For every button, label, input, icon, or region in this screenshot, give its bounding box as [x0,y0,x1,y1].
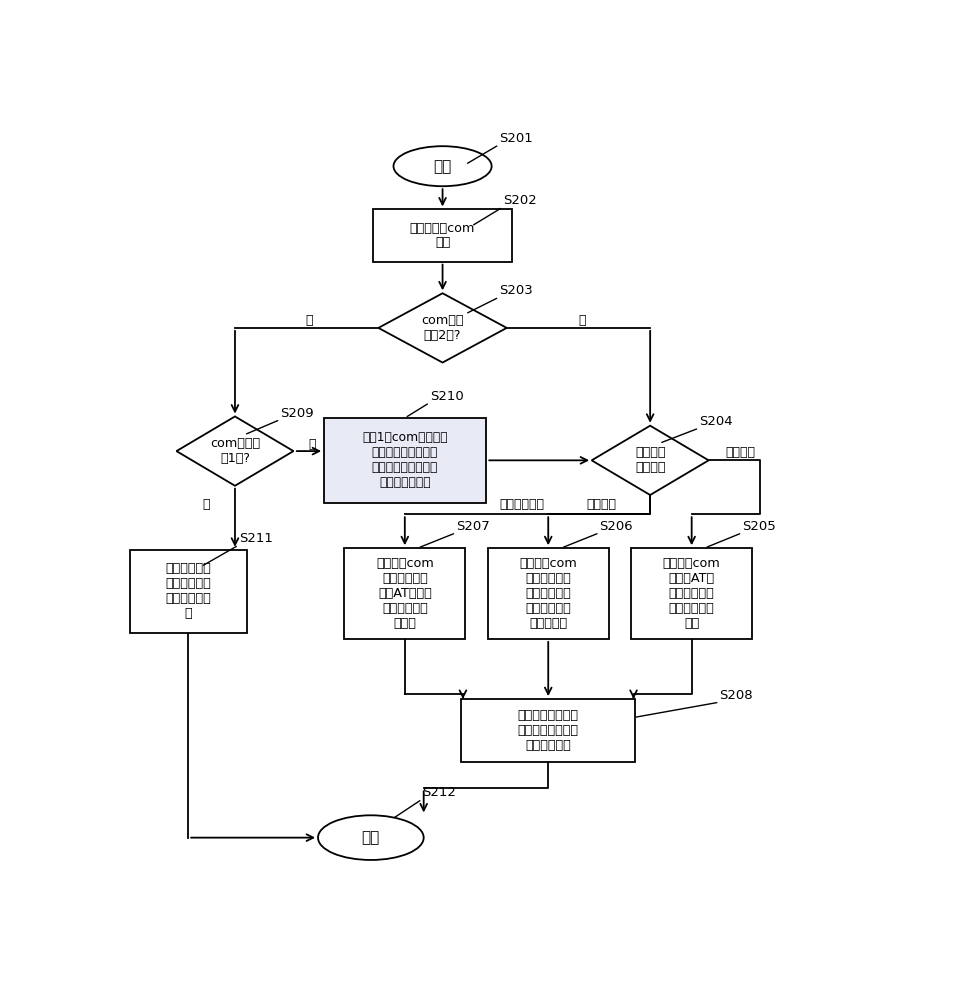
Text: S207: S207 [456,520,490,533]
Text: 展示相应项目的检
测信息，若有异常
则汇报并提示: 展示相应项目的检 测信息，若有异常 则汇报并提示 [518,709,579,752]
Polygon shape [176,416,293,486]
Text: 检测可用的com
端口: 检测可用的com 端口 [410,222,475,249]
Text: S209: S209 [281,407,314,420]
FancyBboxPatch shape [323,418,486,503]
Polygon shape [591,426,709,495]
Text: 数据通路: 数据通路 [586,498,617,512]
Text: 通信模块未正
常启动，报错
并呈现提示信
息: 通信模块未正 常启动，报错 并呈现提示信 息 [166,562,211,620]
Text: S208: S208 [720,689,753,702]
Text: S210: S210 [430,390,464,403]
Text: 语音通路: 语音通路 [726,446,756,459]
Text: 结束: 结束 [361,830,380,845]
FancyBboxPatch shape [373,209,512,262]
FancyBboxPatch shape [631,548,752,639]
Text: 通过语音com
口发送AT指
令，通信模块
呼叫相应电话
号码: 通过语音com 口发送AT指 令，通信模块 呼叫相应电话 号码 [662,557,721,630]
Text: S202: S202 [503,194,537,207]
Text: S206: S206 [600,520,633,533]
FancyBboxPatch shape [345,548,466,639]
Text: S211: S211 [239,532,273,545]
FancyBboxPatch shape [462,699,635,762]
Text: 是: 是 [308,438,316,451]
Text: 模块状态信息: 模块状态信息 [500,498,544,512]
Polygon shape [378,293,506,363]
Text: 通过数据com
口根据拨号属
性建立拨号，
并主动尝试访
问预设网址: 通过数据com 口根据拨号属 性建立拨号， 并主动尝试访 问预设网址 [519,557,578,630]
Text: 开始: 开始 [433,159,452,174]
Text: S212: S212 [422,786,456,799]
FancyBboxPatch shape [130,550,246,633]
Text: 是: 是 [579,314,586,327]
Text: com端口
数为2个?: com端口 数为2个? [422,314,464,342]
FancyBboxPatch shape [488,548,609,639]
Text: S205: S205 [742,520,776,533]
Text: S203: S203 [500,284,533,297]
Text: 通过语音com
口与通信模块
发送AT指令，
检测模块各状
态信息: 通过语音com 口与通信模块 发送AT指令， 检测模块各状 态信息 [376,557,433,630]
Text: 只有1个com口，可检
测通信模块各状态。
但不能同时检测语音
通路和数据通路: 只有1个com口，可检 测通信模块各状态。 但不能同时检测语音 通路和数据通路 [362,431,448,489]
Ellipse shape [393,146,492,186]
Text: 否: 否 [305,314,313,327]
Text: 否: 否 [203,498,210,512]
Text: S204: S204 [699,415,732,428]
Text: 选择相应
检测项目: 选择相应 检测项目 [635,446,665,474]
Ellipse shape [318,815,424,860]
Text: com端口只
有1个?: com端口只 有1个? [210,437,260,465]
Text: S201: S201 [500,132,533,145]
